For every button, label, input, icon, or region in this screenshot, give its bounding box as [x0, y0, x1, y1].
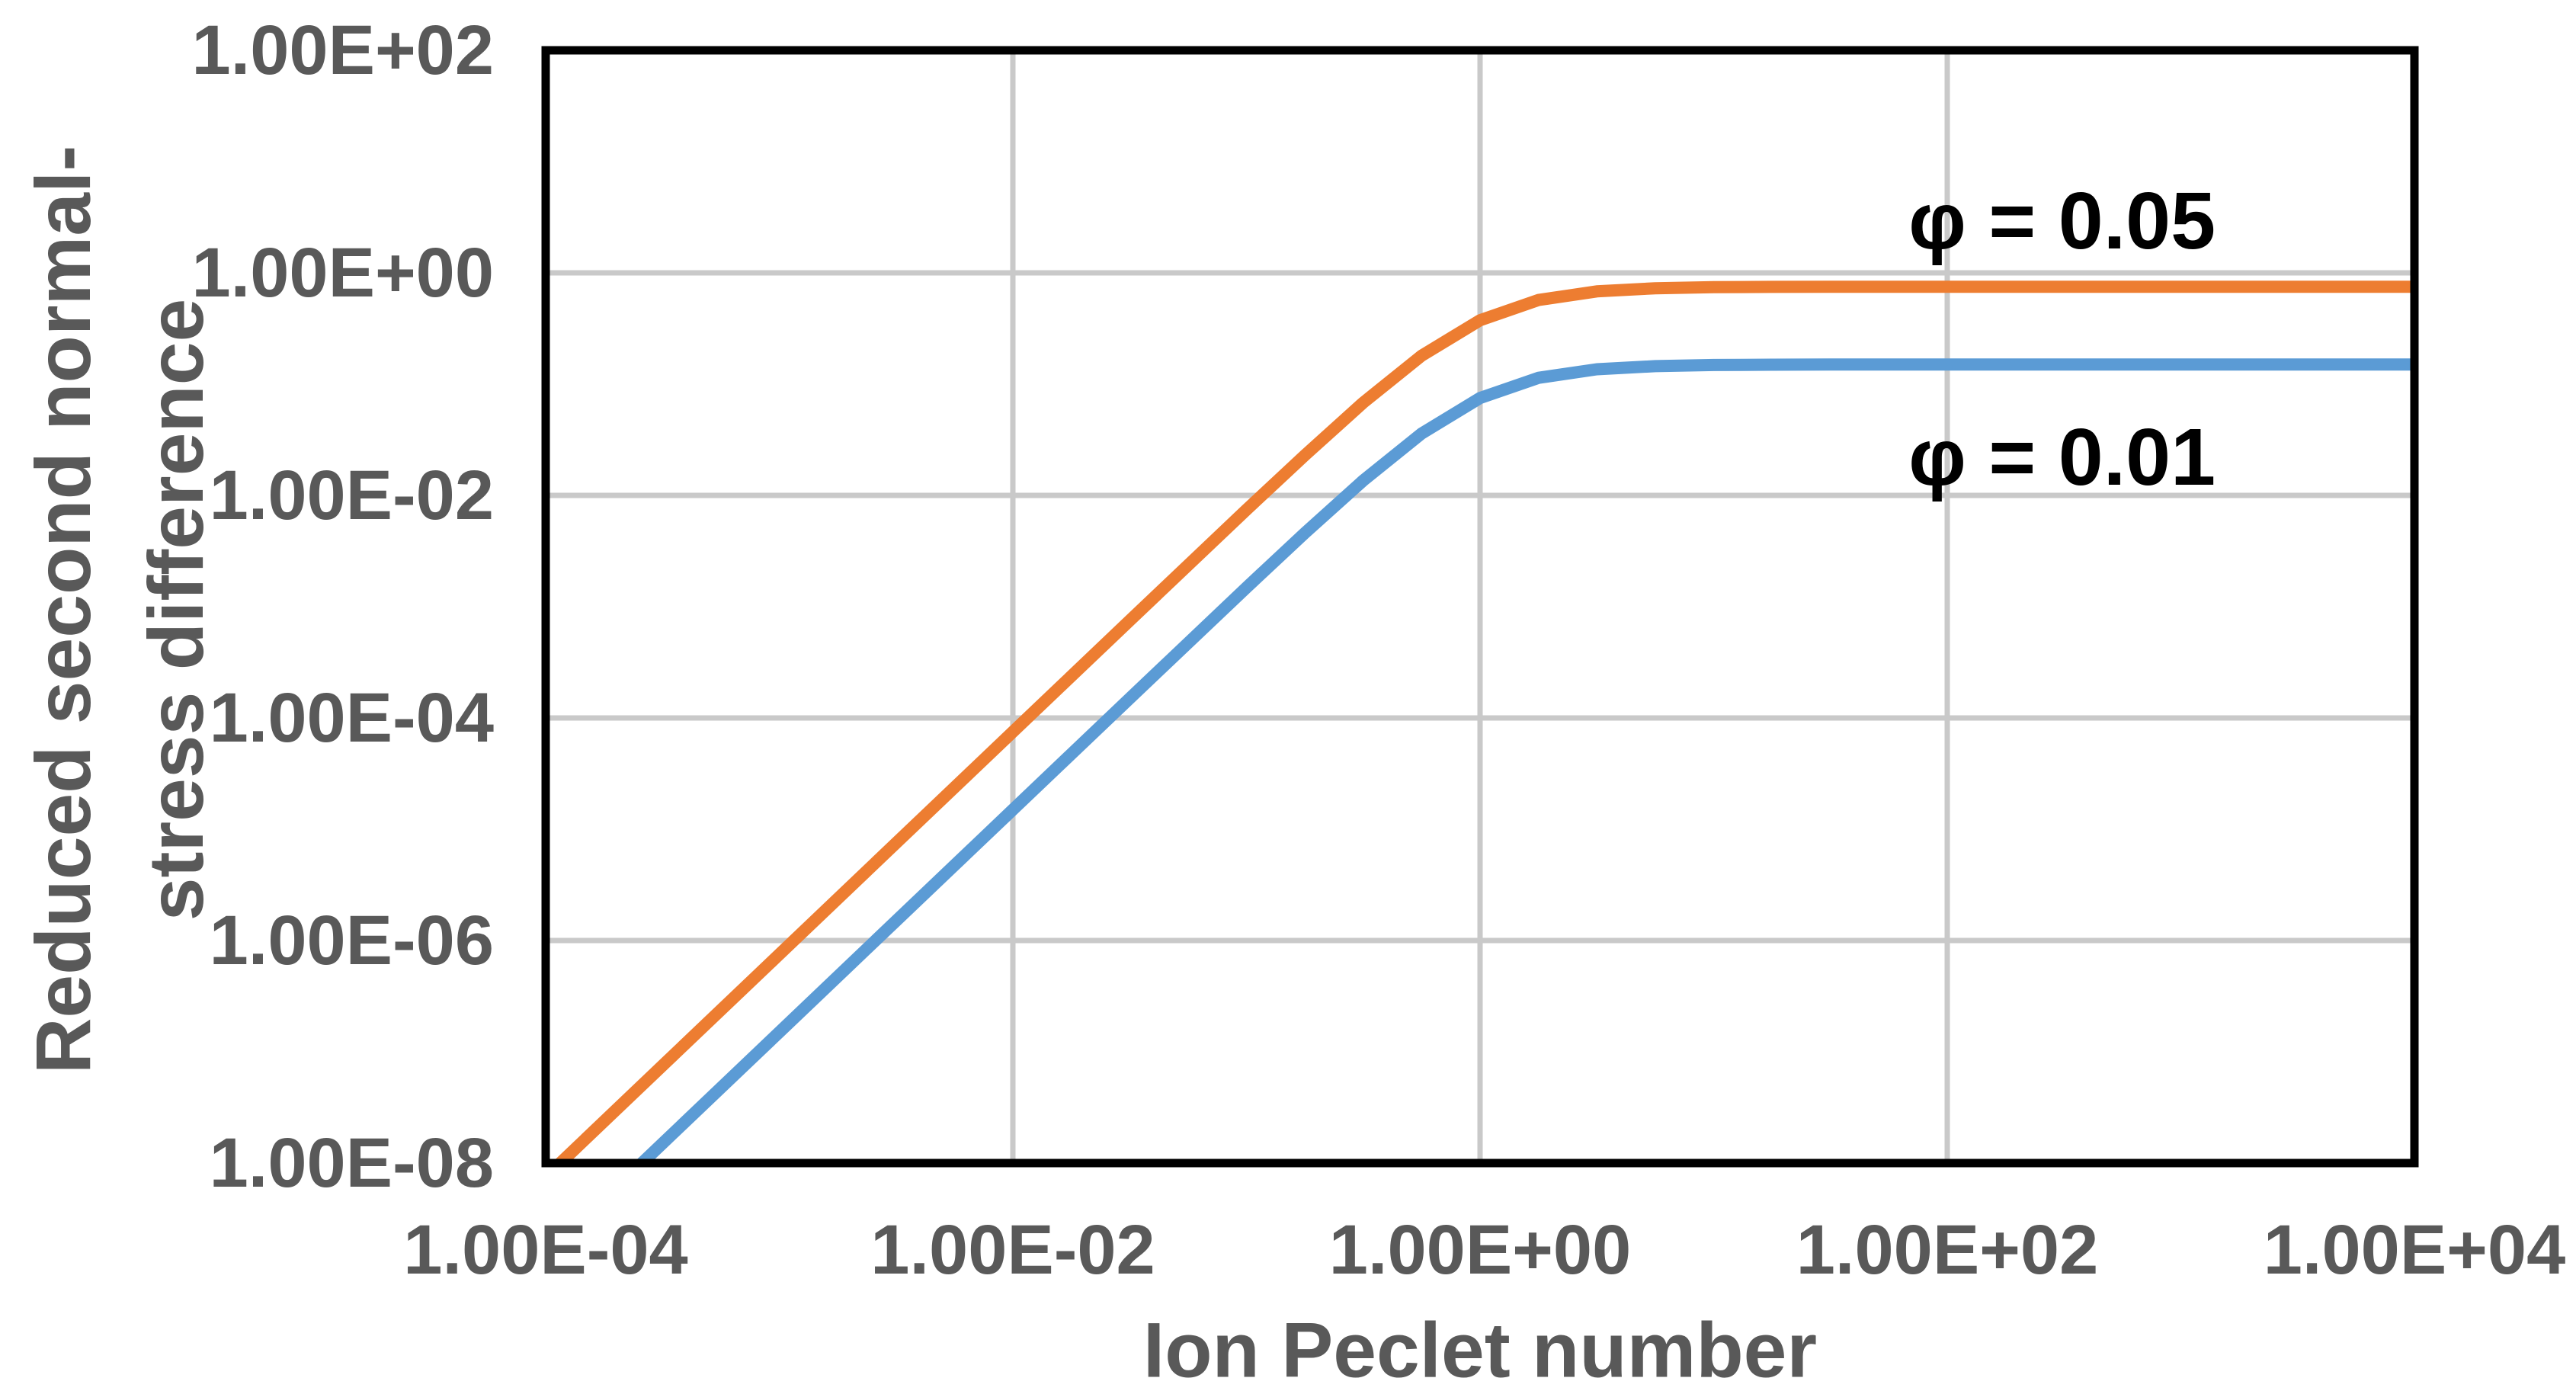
plot-border [541, 46, 2419, 1168]
x-tick-label: 1.00E-02 [870, 1211, 1155, 1289]
x-tick-label: 1.00E+02 [1796, 1211, 2099, 1289]
y-tick-label: 1.00E-02 [209, 457, 494, 534]
y-tick-label: 1.00E-06 [209, 902, 494, 979]
y-tick-label: 1.00E+00 [191, 234, 494, 312]
series-annotation: φ = 0.01 [1908, 412, 2216, 502]
x-tick-label: 1.00E+04 [2263, 1211, 2566, 1289]
x-axis-title: Ion Peclet number [1142, 1306, 1818, 1394]
y-axis-title: Reduced second normal- stress difference [8, 146, 233, 1075]
x-tick-label: 1.00E+00 [1328, 1211, 1632, 1289]
y-axis-title-line2: stress difference [133, 298, 219, 921]
series-line-1 [633, 358, 2414, 1163]
y-axis-title-line1: Reduced second normal- [20, 145, 107, 1075]
y-tick-label: 1.00E+02 [191, 11, 494, 89]
x-tick-label: 1.00E-04 [403, 1211, 688, 1289]
series-line-0 [551, 280, 2414, 1163]
series-annotation: φ = 0.05 [1908, 176, 2216, 267]
y-tick-label: 1.00E-08 [209, 1124, 494, 1202]
y-tick-label: 1.00E-04 [209, 679, 494, 757]
